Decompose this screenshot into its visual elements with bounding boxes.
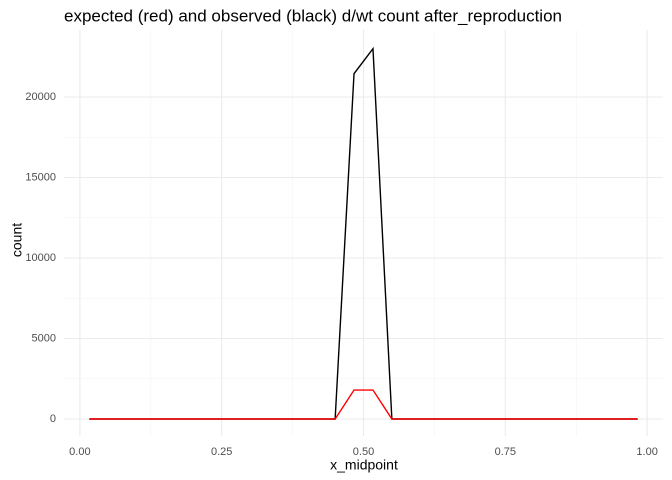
y-tick-label: 10000 [25, 252, 56, 264]
y-tick-label: 15000 [25, 171, 56, 183]
x-axis-title: x_midpoint [330, 457, 398, 473]
x-tick-label: 1.00 [636, 446, 657, 458]
y-tick-label: 20000 [25, 91, 56, 103]
y-tick-label: 5000 [32, 332, 56, 344]
y-tick-label: 0 [50, 413, 56, 425]
data-line [89, 389, 638, 420]
y-axis-title: count [9, 223, 25, 257]
x-tick-label: 0.75 [495, 446, 516, 458]
x-tick-label: 0.25 [211, 446, 232, 458]
x-tick-label: 0.50 [353, 446, 374, 458]
x-tick-label: 0.00 [69, 446, 90, 458]
chart-title: expected (red) and observed (black) d/wt… [64, 6, 562, 25]
